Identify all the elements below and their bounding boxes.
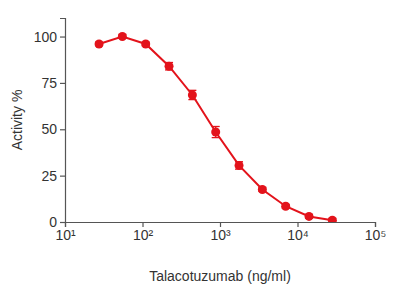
- y-tick: 0: [49, 214, 65, 230]
- x-tick-label: 10²: [133, 227, 154, 243]
- plot-area: [95, 32, 337, 222]
- x-tick: 10⁵: [365, 222, 386, 243]
- y-tick-mark: [60, 36, 65, 37]
- data-point: [235, 161, 244, 170]
- x-tick-label: 10¹: [55, 227, 76, 243]
- error-bar-cap: [212, 137, 220, 138]
- series-line: [99, 37, 332, 221]
- y-tick-mark: [60, 176, 65, 177]
- x-tick-label: 10⁵: [365, 227, 386, 243]
- error-bar: [165, 63, 173, 70]
- y-tick-mark: [60, 222, 65, 223]
- data-point: [281, 202, 290, 211]
- y-tick-label: 50: [41, 121, 57, 137]
- x-tick-label: 10³: [210, 227, 231, 243]
- x-tick: 10²: [133, 222, 154, 243]
- y-tick: 100: [34, 29, 65, 45]
- data-point: [118, 32, 127, 41]
- x-tick: 10⁴: [287, 222, 309, 243]
- data-point: [258, 185, 267, 194]
- data-point: [305, 212, 314, 221]
- error-bar: [212, 126, 220, 137]
- y-tick: 75: [41, 75, 65, 91]
- error-bar: [188, 90, 196, 99]
- x-tick: 10³: [210, 222, 231, 243]
- y-tick-label: 0: [49, 214, 57, 230]
- x-axis-title: Talacotuzumab (ng/ml): [149, 268, 291, 284]
- data-point: [328, 216, 337, 222]
- y-tick-mark: [60, 129, 65, 130]
- data-point: [165, 62, 174, 71]
- x-tick-label: 10⁴: [287, 227, 309, 243]
- data-point: [141, 39, 150, 48]
- error-bar-cap: [212, 126, 220, 127]
- y-tick-label: 25: [41, 168, 57, 184]
- y-tick: 50: [41, 121, 65, 137]
- y-axis: 0 25 50 75 100: [34, 19, 66, 230]
- data-point: [211, 128, 220, 137]
- error-bar: [235, 162, 243, 169]
- y-tick-label: 100: [34, 29, 58, 45]
- y-axis-title: Activity %: [9, 90, 25, 151]
- y-tick: 25: [41, 168, 65, 184]
- y-tick-label: 75: [41, 75, 57, 91]
- x-tick: 10¹: [55, 222, 76, 243]
- data-point: [95, 39, 104, 48]
- data-point: [188, 90, 197, 99]
- y-axis-line: [60, 19, 66, 223]
- y-tick-mark: [60, 83, 65, 84]
- x-axis: 10¹ 10² 10³ 10⁴ 10⁵: [55, 222, 386, 243]
- chart: 10¹ 10² 10³ 10⁴ 10⁵ 0 25 50 75 100 Talacotuzumab (…: [0, 0, 400, 295]
